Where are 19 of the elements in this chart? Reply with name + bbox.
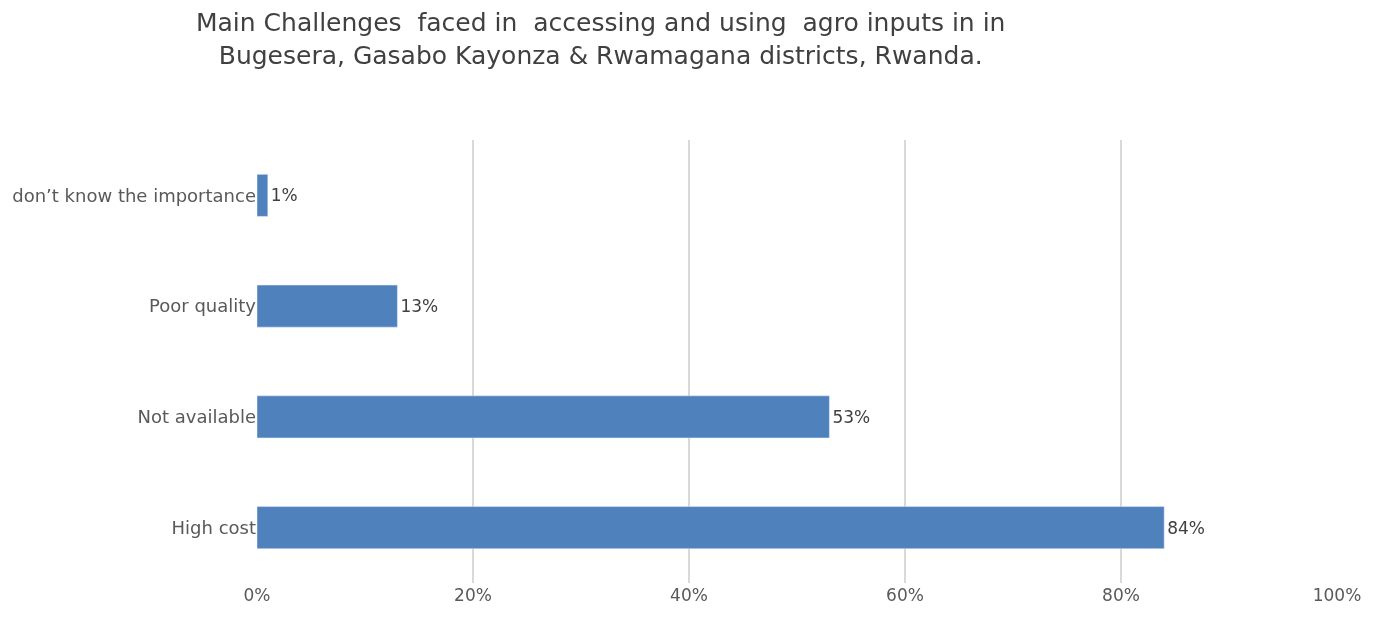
x-tick-label: 0%	[243, 585, 271, 605]
x-tick-label: 20%	[454, 585, 492, 605]
data-label: 84%	[1167, 517, 1205, 538]
y-tick-label: Poor quality	[149, 295, 257, 317]
data-label: 13%	[400, 296, 439, 317]
x-tick-label: 40%	[670, 585, 708, 605]
chart-title: Main Challenges faced in accessing and using agro inputs in in Bugesera, Gasabo Kayonza & Rwamagana districts, Rwanda.	[195, 8, 1006, 70]
bar	[257, 395, 830, 439]
data-label: 1%	[270, 185, 298, 206]
bar	[257, 506, 1165, 549]
x-tick-label: 100%	[1312, 585, 1362, 605]
data-label: 53%	[832, 406, 871, 427]
x-tick-label: 60%	[886, 585, 924, 605]
x-tick-label: 80%	[1102, 585, 1140, 605]
y-tick-label: don’t know the importance	[12, 184, 256, 206]
y-tick-label: Not available	[137, 406, 256, 428]
bar	[257, 174, 269, 217]
bar	[257, 284, 398, 328]
y-tick-label: High cost	[171, 516, 256, 538]
